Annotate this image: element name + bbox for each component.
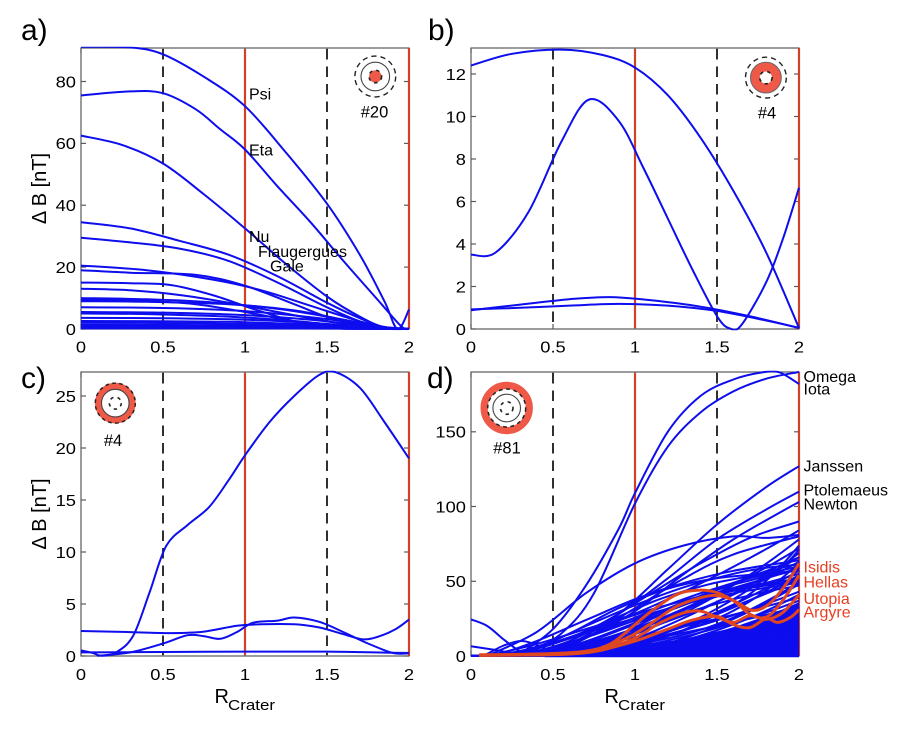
svg-text:1.5: 1.5 bbox=[314, 667, 340, 684]
svg-text:2: 2 bbox=[456, 279, 466, 296]
svg-text:12: 12 bbox=[446, 67, 467, 84]
svg-text:Omega: Omega bbox=[804, 369, 857, 386]
svg-text:20: 20 bbox=[56, 441, 77, 458]
svg-text:Ptolemaeus: Ptolemaeus bbox=[804, 483, 889, 500]
svg-text:0: 0 bbox=[456, 322, 466, 339]
svg-text:1: 1 bbox=[630, 667, 640, 684]
svg-text:Flaugergues: Flaugergues bbox=[258, 244, 347, 261]
svg-text:Eta: Eta bbox=[249, 143, 273, 160]
svg-text:10: 10 bbox=[56, 545, 77, 562]
svg-text:b): b) bbox=[428, 14, 455, 47]
svg-text:60: 60 bbox=[56, 136, 77, 153]
svg-text:Janssen: Janssen bbox=[804, 459, 864, 476]
svg-text:0: 0 bbox=[466, 667, 476, 684]
svg-text:15: 15 bbox=[56, 493, 77, 510]
svg-text:4: 4 bbox=[456, 237, 466, 254]
svg-text:40: 40 bbox=[56, 198, 77, 215]
svg-text:0: 0 bbox=[466, 340, 476, 357]
svg-text:Iota: Iota bbox=[804, 382, 831, 399]
svg-text:1: 1 bbox=[630, 340, 640, 357]
svg-text:10: 10 bbox=[446, 109, 467, 126]
svg-text:0.5: 0.5 bbox=[150, 340, 176, 357]
svg-text:0.5: 0.5 bbox=[540, 667, 566, 684]
svg-text:0: 0 bbox=[66, 322, 76, 339]
svg-text:0: 0 bbox=[66, 649, 76, 666]
svg-text:2: 2 bbox=[794, 667, 804, 684]
svg-text:50: 50 bbox=[446, 574, 467, 591]
svg-text:c): c) bbox=[21, 362, 46, 395]
svg-text:1.5: 1.5 bbox=[704, 340, 730, 357]
svg-text:Nu: Nu bbox=[249, 229, 269, 246]
svg-text:a): a) bbox=[21, 14, 48, 47]
svg-text:Argyre: Argyre bbox=[804, 604, 851, 621]
svg-text:80: 80 bbox=[56, 74, 77, 91]
svg-text:0.5: 0.5 bbox=[150, 667, 176, 684]
svg-text:Δ B [nT]: Δ B [nT] bbox=[29, 478, 51, 549]
svg-text:25: 25 bbox=[56, 389, 77, 406]
svg-text:0: 0 bbox=[76, 340, 86, 357]
svg-text:150: 150 bbox=[435, 425, 466, 442]
svg-text:1.5: 1.5 bbox=[314, 340, 340, 357]
svg-text:1: 1 bbox=[240, 667, 250, 684]
svg-text:Gale: Gale bbox=[270, 259, 304, 276]
svg-text:#4: #4 bbox=[104, 432, 122, 450]
svg-text:Δ B [nT]: Δ B [nT] bbox=[29, 153, 51, 224]
svg-text:R: R bbox=[215, 686, 229, 708]
svg-text:2: 2 bbox=[404, 667, 414, 684]
svg-text:8: 8 bbox=[456, 152, 466, 169]
svg-text:1: 1 bbox=[240, 340, 250, 357]
svg-text:0: 0 bbox=[76, 667, 86, 684]
svg-text:#81: #81 bbox=[493, 440, 521, 458]
svg-text:0.5: 0.5 bbox=[540, 340, 566, 357]
svg-text:#4: #4 bbox=[758, 105, 776, 123]
svg-text:1.5: 1.5 bbox=[704, 667, 730, 684]
svg-text:d): d) bbox=[427, 362, 454, 395]
svg-text:5: 5 bbox=[66, 597, 76, 614]
svg-text:Crater: Crater bbox=[618, 697, 665, 714]
svg-text:Hellas: Hellas bbox=[804, 575, 848, 592]
svg-text:100: 100 bbox=[435, 499, 466, 516]
svg-text:6: 6 bbox=[456, 194, 466, 211]
svg-text:Newton: Newton bbox=[804, 497, 858, 514]
svg-text:R: R bbox=[605, 686, 619, 708]
svg-text:#20: #20 bbox=[361, 104, 389, 122]
svg-text:Isidis: Isidis bbox=[804, 560, 840, 577]
svg-text:20: 20 bbox=[56, 260, 77, 277]
svg-text:2: 2 bbox=[404, 340, 414, 357]
svg-text:Utopia: Utopia bbox=[804, 591, 850, 608]
svg-text:2: 2 bbox=[794, 340, 804, 357]
svg-text:Crater: Crater bbox=[228, 697, 275, 714]
svg-text:Psi: Psi bbox=[249, 87, 271, 104]
svg-text:0: 0 bbox=[456, 649, 466, 666]
